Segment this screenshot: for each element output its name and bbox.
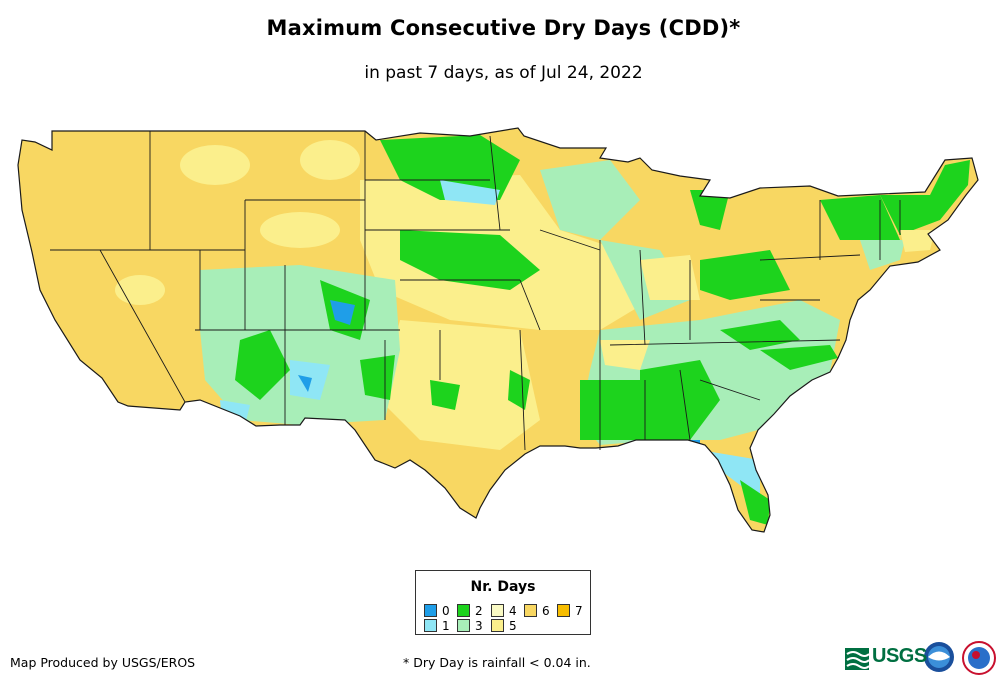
swatch-0 — [424, 604, 437, 617]
legend-item-5: 5 — [491, 619, 517, 633]
legend-item-3: 3 — [457, 619, 483, 633]
legend-item-2: 2 — [457, 604, 483, 618]
swatch-6 — [524, 604, 537, 617]
noaa-logo-icon — [924, 642, 954, 672]
dry-day-footnote: * Dry Day is rainfall < 0.04 in. — [403, 655, 591, 670]
swatch-5 — [491, 619, 504, 632]
agency-logos — [845, 641, 996, 675]
legend-item-7: 7 — [557, 604, 583, 618]
usgs-logo-icon — [845, 648, 870, 670]
legend-box: Nr. Days 0 1 2 3 4 5 6 7 — [415, 570, 591, 635]
us-cdd-map — [17, 127, 979, 533]
map-title: Maximum Consecutive Dry Days (CDD)* — [266, 16, 741, 40]
legend-item-1: 1 — [424, 619, 450, 633]
legend-item-0: 0 — [424, 604, 450, 618]
swatch-2 — [457, 604, 470, 617]
swatch-4 — [491, 604, 504, 617]
swatch-3 — [457, 619, 470, 632]
southwest-moisture — [200, 265, 400, 425]
legend-item-6: 6 — [524, 604, 550, 618]
west-light-patches — [115, 140, 360, 305]
state-borders — [17, 127, 979, 533]
producer-credit: Map Produced by USGS/EROS — [10, 655, 196, 670]
nws-logo-icon — [962, 641, 996, 675]
usgs-logo-text: USGS — [872, 645, 927, 667]
legend-title: Nr. Days — [470, 579, 536, 595]
legend-item-4: 4 — [491, 604, 517, 618]
swatch-1 — [424, 619, 437, 632]
swatch-7 — [557, 604, 570, 617]
plains-green-band — [380, 135, 540, 410]
map-subtitle: in past 7 days, as of Jul 24, 2022 — [364, 63, 643, 83]
